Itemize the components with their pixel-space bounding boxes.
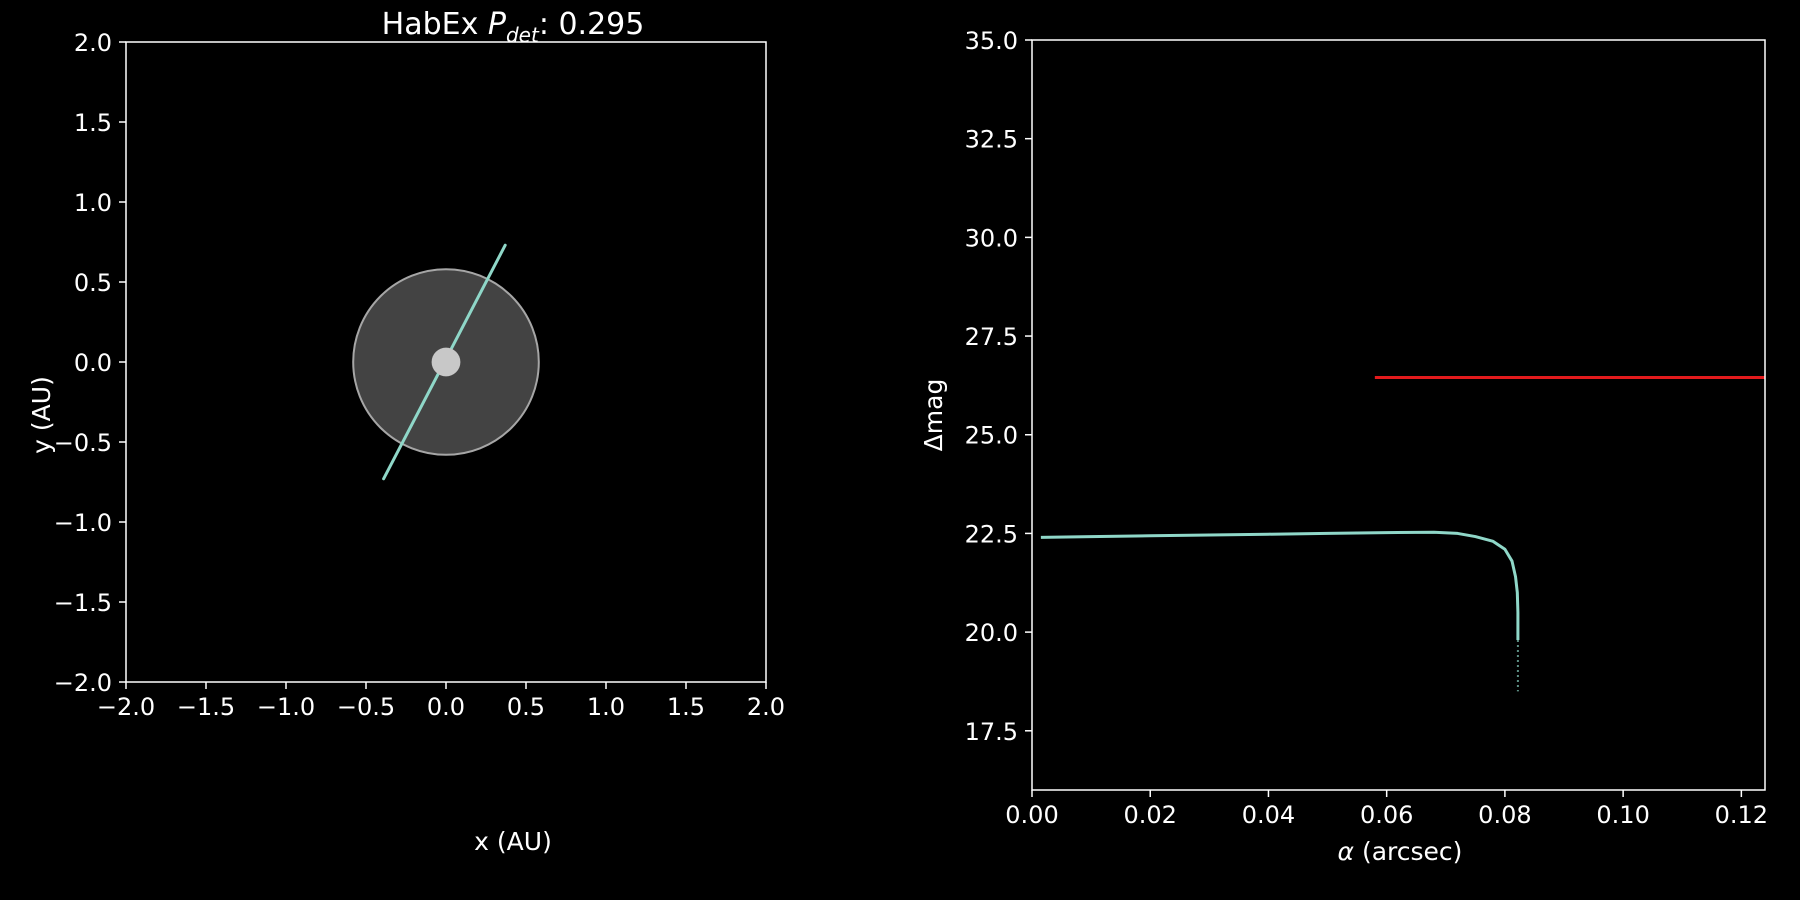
y-tick-label: 0.5 — [74, 269, 112, 297]
y-tick-label: 35.0 — [965, 27, 1018, 55]
x-tick-label: 0.00 — [1005, 801, 1058, 829]
orbit-panel: HabEx Pdet: 0.295 −2.0 −1.5 −1.0 −0.5 0.0 0.5… — [27, 7, 785, 856]
title-prefix: HabEx — [382, 7, 488, 42]
x-tick-label: 0.02 — [1124, 801, 1177, 829]
x-tick-label: 0.10 — [1596, 801, 1649, 829]
y-tick-labels: 17.5 20.0 22.5 25.0 27.5 30.0 32.5 35.0 — [965, 27, 1032, 746]
y-tick-label: −1.0 — [54, 509, 112, 537]
x-tick-labels: 0.00 0.02 0.04 0.06 0.08 0.10 0.12 — [1005, 790, 1768, 829]
title-suffix: : 0.295 — [539, 7, 645, 42]
y-tick-label: 17.5 — [965, 718, 1018, 746]
x-tick-label: 0.08 — [1478, 801, 1531, 829]
y-tick-label: −0.5 — [54, 429, 112, 457]
x-axis-text: (arcsec) — [1354, 837, 1462, 866]
x-tick-label: 0.0 — [427, 693, 465, 721]
dmag-plot-area — [1031, 39, 1766, 791]
y-tick-label: −2.0 — [54, 669, 112, 697]
x-tick-label: 0.5 — [507, 693, 545, 721]
y-tick-label: 20.0 — [965, 619, 1018, 647]
x-axis-symbol: α — [1338, 837, 1355, 866]
x-tick-label: −0.5 — [337, 693, 395, 721]
y-tick-label: 25.0 — [965, 422, 1018, 450]
x-tick-label: 2.0 — [747, 693, 785, 721]
x-tick-label: −1.0 — [257, 693, 315, 721]
y-tick-label: 32.5 — [965, 126, 1018, 154]
y-tick-labels: −2.0 −1.5 −1.0 −0.5 0.0 0.5 1.0 1.5 2.0 — [54, 29, 126, 697]
x-tick-label: 1.0 — [587, 693, 625, 721]
y-axis-label: y (AU) — [27, 376, 56, 454]
chart-title: HabEx Pdet: 0.295 — [382, 7, 645, 47]
x-tick-label: 1.5 — [667, 693, 705, 721]
x-axis-label: x (AU) — [474, 827, 552, 856]
y-tick-label: −1.5 — [54, 589, 112, 617]
x-tick-label: −2.0 — [97, 693, 155, 721]
y-axis-label: Δmag — [919, 379, 948, 452]
y-tick-label: 27.5 — [965, 323, 1018, 351]
title-symbol: P — [488, 7, 507, 42]
y-tick-label: 0.0 — [74, 349, 112, 377]
star-marker — [431, 347, 461, 377]
x-tick-labels: −2.0 −1.5 −1.0 −0.5 0.0 0.5 1.0 1.5 2.0 — [97, 682, 785, 721]
axes-frame — [1031, 39, 1766, 791]
x-axis-label: α (arcsec) — [1338, 837, 1463, 866]
x-tick-label: 0.06 — [1360, 801, 1413, 829]
dmag-panel: 0.00 0.02 0.04 0.06 0.08 0.10 0.12 17.5 20.0 22.… — [919, 27, 1768, 866]
dmag-curve — [1040, 530, 1520, 640]
y-tick-label: 1.5 — [74, 109, 112, 137]
y-tick-label: 2.0 — [74, 29, 112, 57]
y-tick-label: 30.0 — [965, 224, 1018, 252]
x-tick-label: −1.5 — [177, 693, 235, 721]
y-tick-label: 1.0 — [74, 189, 112, 217]
x-tick-label: 0.04 — [1242, 801, 1295, 829]
y-tick-label: 22.5 — [965, 520, 1018, 548]
x-tick-label: 0.12 — [1715, 801, 1768, 829]
title-subscript: det — [506, 23, 540, 47]
